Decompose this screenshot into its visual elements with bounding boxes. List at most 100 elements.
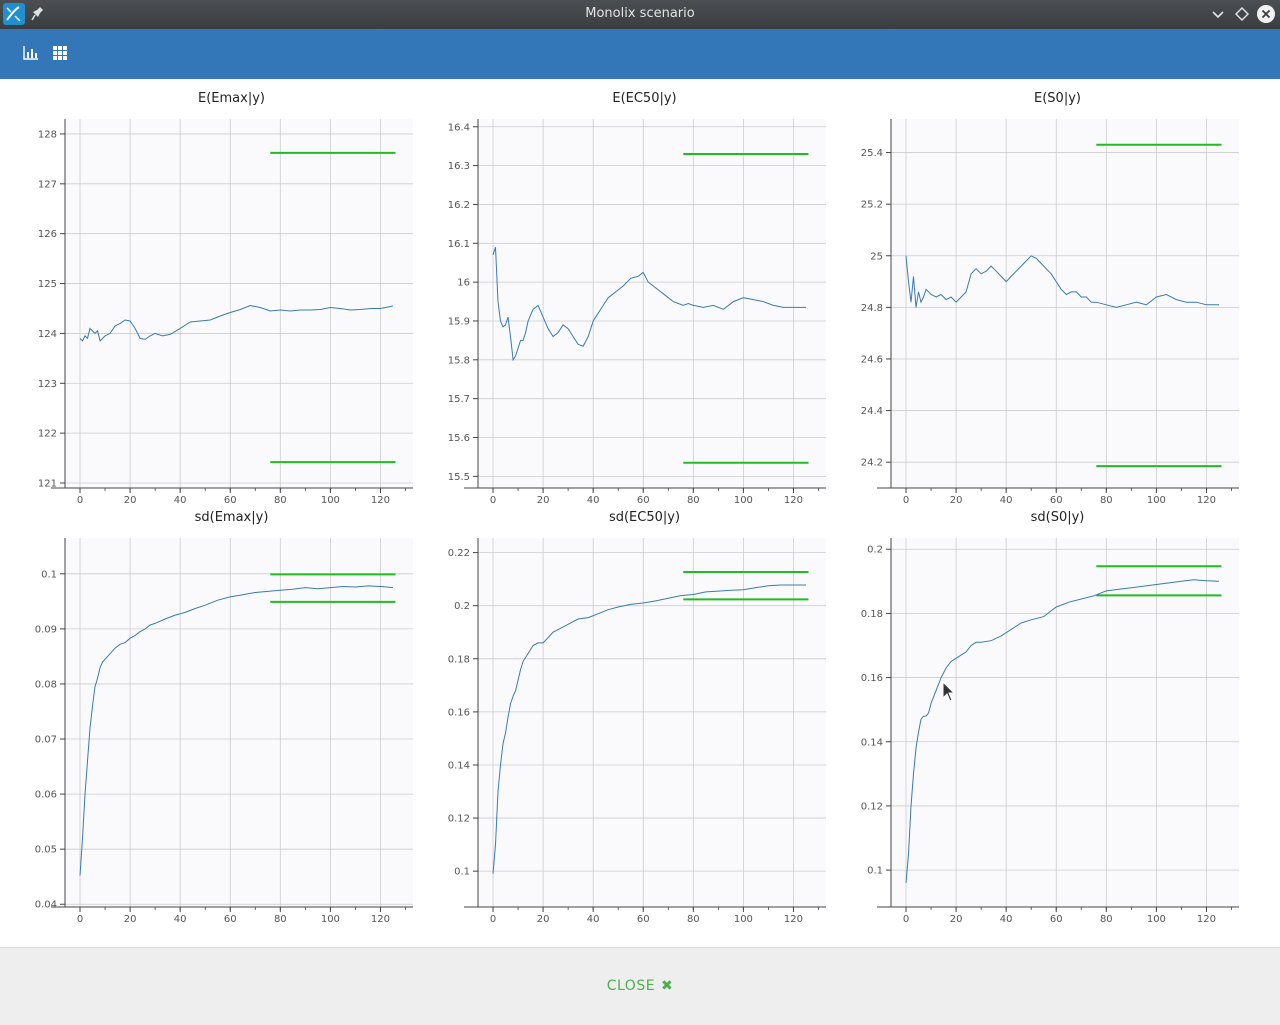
y-tick-label: 15.5 [448,472,470,483]
plot-background [891,538,1239,907]
x-tick-label: 100 [734,914,753,925]
series-line [492,247,806,362]
y-tick-label: 16.2 [448,200,470,211]
plot-background [65,538,413,907]
y-tick-label: 122 [38,429,57,440]
x-tick-label: 120 [371,495,390,506]
plot-sd-s0: 0 20 40 60 80 100 120 0.1 0.12 0.14 0.16 0.18 0.2 [861,538,1239,925]
x-tick-label: 60 [1050,914,1063,925]
x-tick-label: 100 [734,495,753,506]
maximize-diamond-icon[interactable] [1233,5,1251,23]
x-tick-label: 20 [124,914,137,925]
toolbar [0,29,1280,79]
y-tick-label: 0.14 [861,737,883,748]
close-x-icon: ✖ [661,978,674,994]
chart-sd-s0: sd(S0|y) 0 20 40 60 80 100 120 0.1 0.12 0.14 0.16 0… [851,498,1264,925]
series-line [79,304,394,342]
y-tick-label: 0.2 [867,545,883,556]
y-tick-label: 0.1 [867,866,883,877]
y-tick-label: 24.2 [861,458,883,469]
footer: CLOSE ✖ [0,947,1280,1025]
y-tick-label: 16 [457,278,470,289]
window-titlebar: Monolix scenario [0,0,1280,29]
chart-title: sd(S0|y) [1030,510,1085,525]
x-tick-label: 120 [1197,495,1216,506]
y-tick-label: 16.4 [448,122,470,133]
plot-sd-emax: 0 20 40 60 80 100 120 0.04 0.05 0.06 0.07 0.08 0.09 0… [35,538,413,925]
y-tick-label: 0.18 [861,609,883,620]
y-tick-label: 0.12 [861,801,883,812]
x-tick-label: 0 [903,495,909,506]
x-tick-label: 20 [950,495,963,506]
pin-icon[interactable] [31,5,45,23]
plot-e-ec50: 0 20 40 60 80 100 120 15.5 15.6 15.7 15.8 15.9 16 16.… [448,119,826,506]
x-tick-label: 0 [77,914,83,925]
x-tick-label: 60 [637,495,650,506]
y-tick-label: 127 [38,179,57,190]
close-window-icon[interactable] [1256,4,1276,24]
chart-e-s0: E(S0|y) 0 20 40 60 80 100 120 24.2 24.4 24.6 24.8 2… [851,79,1264,506]
x-tick-label: 0 [490,914,496,925]
y-tick-label: 0.06 [35,790,57,801]
y-tick-label: 0.12 [448,814,470,825]
y-tick-label: 124 [38,329,57,340]
x-tick-label: 40 [1000,914,1013,925]
plot-sd-ec50: 0 20 40 60 80 100 120 0.1 0.12 0.14 0.16 0.18 0.2 0.2… [448,538,826,925]
x-tick-label: 100 [1147,914,1166,925]
grid-icon[interactable] [51,44,69,62]
close-button[interactable]: CLOSE ✖ [590,974,690,998]
chart-title: sd(Emax|y) [194,510,269,525]
charts-area: E(Emax|y) 0 20 40 60 80 100 120 121 122 123 124 125… [0,79,1280,947]
x-tick-label: 120 [784,914,803,925]
minimize-chevron-icon[interactable] [1209,5,1227,23]
chart-title: E(S0|y) [1034,91,1081,106]
x-tick-label: 120 [371,914,390,925]
chart-sd-ec50: sd(EC50|y) 0 20 40 60 80 100 120 0.1 0.12 0.14 0.1… [438,498,851,925]
x-tick-label: 20 [124,495,137,506]
y-tick-label: 15.9 [448,316,470,327]
series-line [905,579,1220,883]
x-tick-label: 80 [274,914,287,925]
chart-title: E(Emax|y) [198,91,265,106]
monolix-app-icon [3,3,25,25]
x-tick-label: 40 [1000,495,1013,506]
x-tick-label: 80 [687,495,700,506]
x-tick-label: 40 [587,495,600,506]
y-tick-label: 24.6 [861,354,883,365]
x-tick-label: 80 [274,495,287,506]
bar-chart-icon[interactable] [22,44,40,62]
y-tick-label: 0.2 [454,601,470,612]
x-tick-label: 60 [224,914,237,925]
chart-title: sd(EC50|y) [608,510,681,525]
y-tick-label: 25.2 [861,200,883,211]
y-tick-label: 0.04 [35,900,57,911]
series-line [492,584,806,874]
y-tick-label: 0.16 [448,707,470,718]
close-button-label: CLOSE [606,978,656,994]
x-tick-label: 40 [174,914,187,925]
y-tick-label: 0.18 [448,654,470,665]
series-line [905,255,1219,308]
plot-background [478,119,826,488]
y-tick-label: 25.4 [861,148,883,159]
x-tick-label: 100 [321,914,340,925]
y-tick-label: 16.1 [448,239,470,250]
x-tick-label: 0 [490,495,496,506]
x-tick-label: 60 [637,914,650,925]
y-tick-label: 128 [38,129,57,140]
y-tick-label: 0.14 [448,760,470,771]
plot-e-s0: 0 20 40 60 80 100 120 24.2 24.4 24.6 24.8 25 25.2 25.… [861,119,1239,506]
chart-sd-emax: sd(Emax|y) 0 20 40 60 80 100 120 0.04 0.05 0.06 0.… [25,498,438,925]
chart-e-ec50: E(EC50|y) 0 20 40 60 80 100 120 15.5 15.6 15.7 15.… [438,79,851,506]
chart-e-emax: E(Emax|y) 0 20 40 60 80 100 120 121 122 123 124 125… [25,79,438,506]
y-tick-label: 123 [38,379,57,390]
chart-title: E(EC50|y) [612,91,677,106]
y-tick-label: 24.8 [861,303,883,314]
y-tick-label: 16.3 [448,161,470,172]
y-tick-label: 0.1 [454,867,470,878]
x-tick-label: 80 [1100,495,1113,506]
y-tick-label: 0.16 [861,673,883,684]
y-tick-label: 126 [38,229,57,240]
y-tick-label: 15.7 [448,394,470,405]
x-tick-label: 0 [77,495,83,506]
